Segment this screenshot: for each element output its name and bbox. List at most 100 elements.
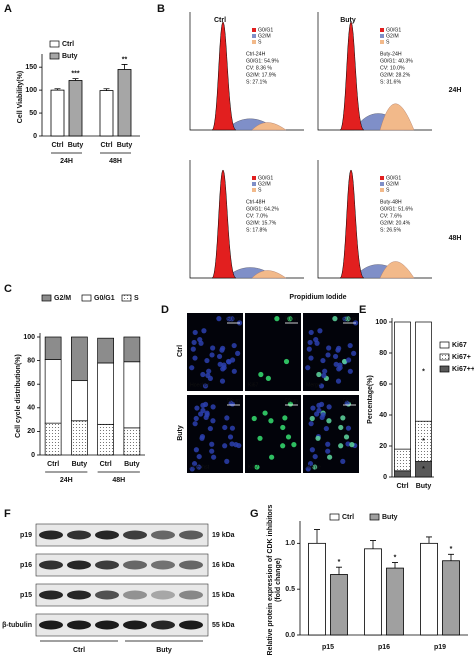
channel-label: Merge [306, 382, 321, 388]
channel-label: Hoechst [190, 382, 210, 388]
legend-swatch [439, 341, 450, 349]
y-tick-label: 40 [27, 405, 35, 412]
size-label: 55 kDa [212, 622, 235, 629]
nucleus [219, 378, 226, 384]
bar-label: Buty [117, 142, 133, 149]
x-tick-label: p19 [434, 644, 446, 651]
legend-label: G2/M [258, 181, 271, 187]
legend-label: G2/M [386, 181, 399, 187]
blot-band [179, 530, 203, 540]
histogram-g1 [211, 169, 237, 279]
stat-line: G0/G1: 51.6% [380, 206, 413, 212]
blot-strip [35, 553, 209, 577]
nucleus [221, 362, 227, 368]
x-tick-label: Ctrl [100, 461, 112, 468]
nucleus [210, 418, 216, 424]
bar [68, 80, 83, 137]
nucleus [347, 368, 353, 374]
nucleus [325, 352, 331, 358]
ki67-signal [282, 415, 288, 421]
blot-band [123, 590, 147, 600]
legend-swatch [380, 176, 384, 180]
nucleus [196, 453, 202, 460]
stat-line: G2/M: 20.4% [380, 220, 411, 226]
y-tick-label: 20 [27, 428, 35, 435]
legend-swatch [380, 28, 384, 32]
stat-line: G0/G1: 54.9% [246, 58, 279, 64]
nucleus [320, 412, 326, 418]
legend-label: S [258, 187, 262, 193]
y-tick-label: 100 [375, 319, 387, 326]
nucleus [345, 441, 351, 447]
legend-swatch [252, 182, 256, 186]
group-label: 24H [60, 158, 73, 165]
protein-label: p19 [20, 532, 32, 539]
nucleus [316, 371, 322, 378]
blot-band [151, 560, 175, 570]
legend-label: Ctrl [342, 514, 354, 521]
nucleus [191, 339, 197, 346]
legend-label: Ki67+ [452, 354, 471, 361]
blot-band [123, 530, 147, 540]
nucleus [309, 447, 315, 453]
group-label: Buty [156, 647, 172, 654]
y-tick-label: 0.0 [285, 632, 295, 639]
blot-band [179, 560, 203, 570]
nucleus [307, 461, 314, 467]
nucleus [206, 368, 212, 374]
nucleus [345, 316, 351, 322]
legend-label: Buty [382, 514, 398, 521]
stat-line: Buty-24H [380, 51, 402, 57]
bar-segment [415, 321, 432, 422]
annotation: *** [71, 70, 79, 77]
y-tick-label: 0 [33, 133, 37, 140]
nucleus [222, 443, 228, 449]
nucleus [189, 466, 195, 472]
nucleus [235, 350, 241, 356]
nucleus [344, 400, 350, 406]
stat-line: CV: 10.0% [380, 65, 405, 71]
nucleus [336, 345, 342, 351]
nucleus [308, 421, 314, 427]
legend-swatch [81, 294, 92, 302]
histogram-g1 [339, 169, 365, 279]
annotation: ** [122, 56, 128, 63]
histogram-g2m [251, 122, 287, 131]
error-bar [392, 562, 398, 569]
nucleus [204, 412, 210, 418]
legend-label: G0/G1 [258, 175, 273, 181]
bar-segment [97, 362, 114, 425]
annotation: * [450, 546, 453, 553]
bar [442, 560, 460, 636]
blot-band [39, 530, 63, 540]
nucleus [220, 345, 226, 351]
size-label: 19 kDa [212, 532, 235, 539]
error-bar [72, 78, 79, 81]
bar-segment [123, 361, 141, 429]
nucleus [326, 404, 332, 410]
panel-letter: E [359, 304, 366, 316]
blot-band [151, 590, 175, 600]
nucleus [189, 365, 195, 371]
ki67-signal [280, 443, 286, 449]
y-tick-label: 100 [23, 334, 35, 341]
nucleus [224, 458, 230, 464]
nucleus [228, 400, 234, 406]
nucleus [318, 383, 325, 389]
legend-label: S [134, 295, 139, 302]
legend-swatch [439, 365, 450, 373]
error-bar [103, 88, 110, 91]
blot-strip [35, 613, 209, 637]
nucleus [317, 328, 323, 334]
nucleus [325, 441, 331, 447]
micrograph [303, 313, 359, 391]
group-label: 48H [109, 158, 122, 165]
group-label: Ctrl [73, 647, 85, 654]
ki67-signal [254, 464, 260, 470]
bar-segment [97, 337, 114, 364]
legend-swatch [380, 188, 384, 192]
nucleus [231, 342, 237, 349]
scale-label: 50um [227, 316, 240, 322]
ki67-signal [280, 424, 286, 431]
